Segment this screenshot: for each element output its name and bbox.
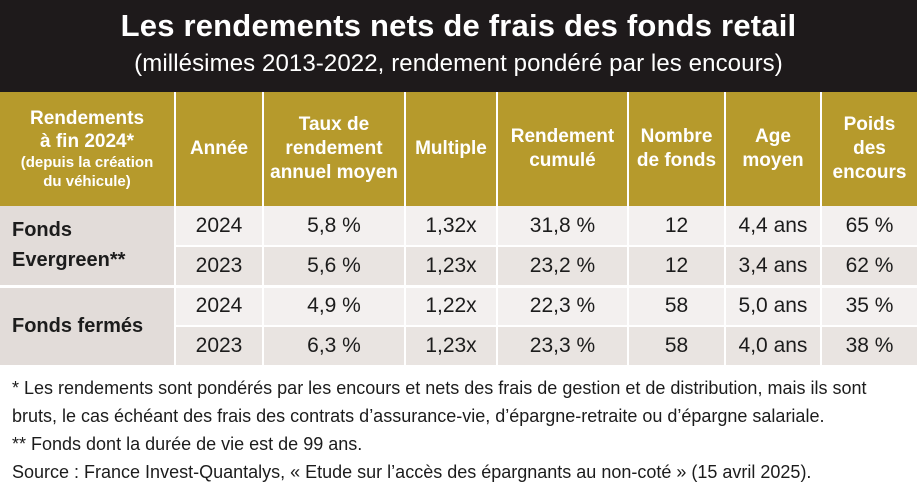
footnotes: * Les rendements sont pondérés par les e… <box>12 374 911 486</box>
header-text: Age <box>755 126 791 147</box>
footnote-weighting: * Les rendements sont pondérés par les e… <box>12 378 867 426</box>
cell-annee: 2024 <box>175 206 264 247</box>
table-row: 2023 6,3 % 1,23x 23,3 % 58 4,0 ans 38 % <box>0 326 917 368</box>
column-header-taux: Taux de rendement annuel moyen <box>263 92 406 206</box>
column-header-annee: Année <box>175 92 264 206</box>
cell-taux: 6,3 % <box>263 326 406 368</box>
cell-age: 3,4 ans <box>725 246 822 288</box>
header-text: Nombre <box>640 126 713 147</box>
table-row: Fonds fermés 2024 4,9 % 1,22x 22,3 % 58 … <box>0 286 917 368</box>
header-text: de fonds <box>636 150 717 171</box>
cell-nombre: 58 <box>628 286 726 327</box>
header-text: Rendement <box>510 126 615 147</box>
header-text: Taux de <box>298 114 370 135</box>
cell-multiple: 1,23x <box>405 326 498 368</box>
page-title: Les rendements nets de frais des fonds r… <box>120 8 797 43</box>
header-text: des <box>853 138 886 159</box>
row-group-fonds-fermes: Fonds fermés <box>0 286 176 368</box>
cell-annee: 2023 <box>175 326 264 368</box>
table-row: Fonds Evergreen** 2024 5,8 % 1,32x 31,8 … <box>0 206 917 288</box>
column-header-age: Age moyen <box>725 92 822 206</box>
returns-table: Rendements à fin 2024* (depuis la créati… <box>0 92 917 368</box>
cell-age: 4,0 ans <box>725 326 822 368</box>
cell-rendement: 23,2 % <box>497 246 629 288</box>
cell-rendement: 31,8 % <box>497 206 629 247</box>
cell-poids: 65 % <box>821 206 917 247</box>
cell-poids: 38 % <box>821 326 917 368</box>
cell-rendement: 22,3 % <box>497 286 629 327</box>
cell-rendement: 23,3 % <box>497 326 629 368</box>
table-row: 2023 5,6 % 1,23x 23,2 % 12 3,4 ans 62 % <box>0 246 917 288</box>
cell-nombre: 12 <box>628 246 726 288</box>
cell-nombre: 12 <box>628 206 726 247</box>
header-text: Rendements <box>29 108 145 129</box>
title-banner: Les rendements nets de frais des fonds r… <box>0 0 917 92</box>
header-text: encours <box>832 162 907 183</box>
source-line: Source : France Invest-Quantalys, « Etud… <box>12 462 812 482</box>
header-text: à fin 2024* <box>40 131 134 152</box>
cell-poids: 35 % <box>821 286 917 327</box>
header-text: rendement <box>285 138 383 159</box>
column-header-rendement-cumule: Rendement cumulé <box>497 92 629 206</box>
header-text: cumulé <box>529 150 596 171</box>
column-header-nombre: Nombre de fonds <box>628 92 726 206</box>
row-group-evergreen: Fonds Evergreen** <box>0 206 176 288</box>
page-subtitle: (millésimes 2013-2022, rendement pondéré… <box>134 50 783 77</box>
cell-nombre: 58 <box>628 326 726 368</box>
cell-age: 4,4 ans <box>725 206 822 247</box>
footnote-evergreen: ** Fonds dont la durée de vie est de 99 … <box>12 434 363 454</box>
column-header-poids: Poids des encours <box>821 92 917 206</box>
cell-annee: 2023 <box>175 246 264 288</box>
column-header-multiple: Multiple <box>405 92 498 206</box>
cell-multiple: 1,22x <box>405 286 498 327</box>
group-label: Fonds fermés <box>12 315 144 337</box>
header-text: Poids <box>843 114 896 135</box>
header-text: moyen <box>742 150 804 171</box>
header-note: du véhicule) <box>43 173 131 190</box>
cell-taux: 5,6 % <box>263 246 406 288</box>
cell-taux: 5,8 % <box>263 206 406 247</box>
cell-multiple: 1,32x <box>405 206 498 247</box>
header-text: annuel moyen <box>270 162 398 183</box>
cell-poids: 62 % <box>821 246 917 288</box>
cell-age: 5,0 ans <box>725 286 822 327</box>
column-header-rendements: Rendements à fin 2024* (depuis la créati… <box>0 92 176 206</box>
header-note: (depuis la création <box>20 154 154 171</box>
cell-multiple: 1,23x <box>405 246 498 288</box>
cell-annee: 2024 <box>175 286 264 327</box>
table-header-row: Rendements à fin 2024* (depuis la créati… <box>0 92 917 206</box>
group-label: Evergreen** <box>12 249 126 272</box>
cell-taux: 4,9 % <box>263 286 406 327</box>
group-label: Fonds <box>12 219 72 242</box>
